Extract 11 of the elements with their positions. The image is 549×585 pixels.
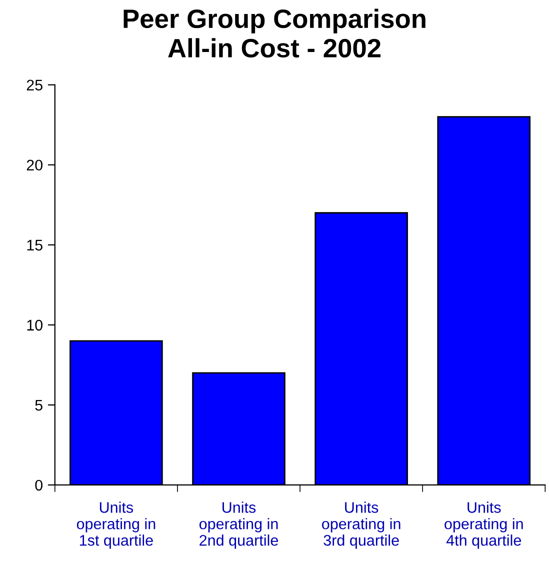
y-tick-label: 10 xyxy=(27,320,42,331)
y-tick-label: 20 xyxy=(26,160,42,171)
y-tick-label: 5 xyxy=(35,400,42,411)
y-tick-label: 25 xyxy=(26,80,42,91)
x-tick-label: Units operating in 1st quartile xyxy=(76,502,156,549)
x-tick-label: Units operating in 3rd quartile xyxy=(322,502,400,549)
x-tick-label: Units operating in 4th quartile xyxy=(444,502,523,549)
y-tick-label: 15 xyxy=(27,240,42,251)
chart-title: Peer Group Comparison All-in Cost - 2002 xyxy=(124,8,426,58)
y-tick-label: 0 xyxy=(35,480,42,491)
x-tick-label: Units operating in 2nd quartile xyxy=(199,502,278,549)
